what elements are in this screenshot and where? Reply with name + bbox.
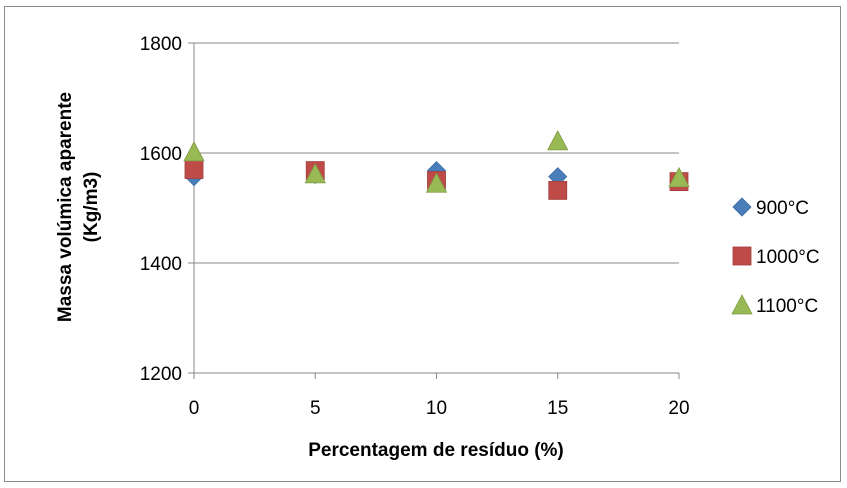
legend-label: 1000°C xyxy=(756,247,820,268)
x-tick-label: 10 xyxy=(426,398,447,419)
y-tick-label: 1200 xyxy=(140,364,182,385)
data-point xyxy=(184,160,204,179)
data-point xyxy=(548,180,568,200)
grid-lines xyxy=(194,42,679,264)
x-tick-label: 5 xyxy=(310,398,321,419)
series-triangle xyxy=(183,130,690,193)
chart-frame xyxy=(4,6,841,482)
data-point xyxy=(547,130,569,151)
x-tick-label: 0 xyxy=(189,398,200,419)
y-tick-label: 1600 xyxy=(140,144,182,165)
legend-item: 900°C xyxy=(732,197,809,219)
data-point xyxy=(668,166,690,188)
data-point xyxy=(304,163,326,184)
y-axis-title: Massa volúmica aparente (Kg/m3) xyxy=(55,92,102,322)
legend-item: 1000°C xyxy=(732,246,820,268)
legend-label: 1100°C xyxy=(756,296,818,317)
data-points xyxy=(183,130,690,200)
legend: 900°C 1000°C 1100°C xyxy=(731,197,820,317)
legend-label: 900°C xyxy=(756,198,809,219)
y-axis-title-line1: Massa volúmica aparente xyxy=(55,92,76,322)
axes: 1200 1400 1600 1800 0 5 10 15 20 xyxy=(140,34,690,419)
x-axis-title: Percentagem de resíduo (%) xyxy=(308,440,564,461)
x-tick-label: 20 xyxy=(668,398,689,419)
legend-marker xyxy=(731,294,753,315)
data-point xyxy=(183,141,205,162)
y-tick-label: 1800 xyxy=(140,34,182,55)
y-axis-title-line2: (Kg/m3) xyxy=(81,172,102,243)
x-tick-label: 15 xyxy=(547,398,568,419)
legend-item: 1100°C xyxy=(731,294,818,317)
legend-marker xyxy=(732,246,752,266)
legend-marker xyxy=(732,197,752,217)
data-point xyxy=(425,172,448,193)
y-tick-label: 1400 xyxy=(140,254,182,275)
